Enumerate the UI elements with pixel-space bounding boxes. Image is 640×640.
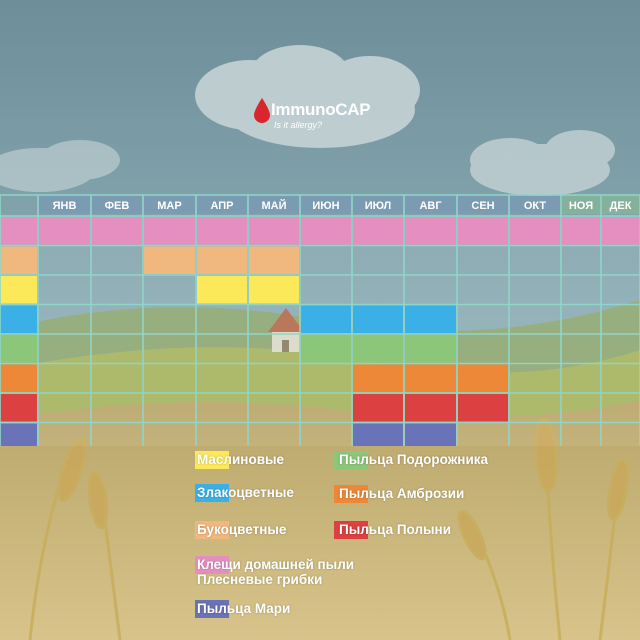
cell-mites_molds-m9 (458, 217, 508, 245)
month-header-cell (144, 195, 195, 214)
cell-mites_molds-m6 (301, 217, 351, 245)
cell-plantain-m7 (353, 335, 403, 363)
legend-swatch-rosaceae (195, 521, 229, 539)
legend-label-plantain: Пыльца Подорожника (339, 452, 489, 467)
month-label-8: АВГ (419, 200, 442, 212)
cell-wormwood-m9 (458, 394, 508, 422)
cell-mites_molds-m4 (197, 217, 247, 245)
cell-mites_molds-m2 (92, 217, 142, 245)
month-label-3: МАР (157, 200, 181, 212)
legend-swatch-olive (195, 451, 229, 469)
legend-label-wormwood: Пыльца Полыни (339, 522, 452, 537)
legend-swatch-grasses (195, 484, 229, 502)
logo-tagline: Is it allergy? (274, 120, 323, 130)
row-swatch-mites_molds (0, 217, 37, 245)
wheat-left (28, 437, 122, 640)
month-header-cell (353, 195, 403, 214)
month-header-cell (458, 195, 508, 214)
month-label-12: ДЕК (610, 200, 632, 212)
month-header-cell (301, 195, 351, 214)
month-header-cell (405, 195, 456, 214)
row-swatch-olive (0, 276, 37, 304)
legend-label-mites: Клещи домашней пыли (197, 557, 355, 572)
legend-swatch-plantain (334, 451, 368, 469)
cell-grasses-m8 (405, 305, 456, 333)
cell-ragweed-m8 (405, 364, 456, 392)
cloud-left (0, 140, 120, 192)
cell-plantain-m6 (301, 335, 351, 363)
month-header-cell (92, 195, 142, 214)
wheat-right (457, 417, 629, 640)
month-header-cell (249, 195, 299, 214)
row-swatch-rosaceae (0, 246, 37, 274)
farmhouse (268, 308, 304, 352)
cloud-center (195, 45, 420, 148)
month-label-5: МАЙ (261, 199, 286, 212)
month-header-cell (562, 195, 600, 214)
cell-chenopodium-m7 (353, 423, 403, 446)
row-swatch-wormwood (0, 394, 37, 422)
cell-olive-m5 (249, 276, 299, 304)
logo-brand: ImmunoCAP (271, 100, 371, 119)
cell-grasses-m6 (301, 305, 351, 333)
legend-label-grasses: Злакоцветные (197, 485, 294, 500)
cell-mites_molds-m7 (353, 217, 403, 245)
month-label-6: ИЮН (312, 200, 339, 212)
cell-mites_molds-m12 (602, 217, 639, 245)
immunocap-logo: ImmunoCAP Is it allergy? (254, 96, 384, 136)
blood-drop-icon (254, 98, 270, 123)
pollen-calendar: ЯНВ ФЕВ МАР АПР МАЙ ИЮН ИЮЛ АВГ СЕН ОКТ НОЯ ДЕК (0, 194, 640, 446)
month-header-cell (39, 195, 90, 214)
cell-plantain-m8 (405, 335, 456, 363)
month-header-cell (510, 195, 560, 214)
month-label-7: ИЮЛ (365, 200, 392, 212)
month-header-cell (197, 195, 247, 214)
month-label-10: ОКТ (524, 200, 547, 212)
legend-label-molds: Плесневые грибки (197, 572, 323, 587)
row-swatch-chenopodium (0, 423, 37, 446)
cell-mites_molds-m11 (562, 217, 600, 245)
cell-mites_molds-m5 (249, 217, 299, 245)
month-label-9: СЕН (471, 200, 494, 212)
legend-swatch-chenopodium (195, 600, 229, 618)
cell-mites_molds-m3 (144, 217, 195, 245)
month-label-2: ФЕВ (105, 200, 130, 212)
row-swatch-grasses (0, 305, 37, 333)
cell-rosaceae-m4 (197, 246, 247, 274)
cell-rosaceae-m5 (249, 246, 299, 274)
cell-chenopodium-m8 (405, 423, 456, 446)
row-swatch-ragweed (0, 364, 37, 392)
legend-label-rosaceae: Букоцветные (197, 522, 287, 537)
legend-label-olive: Маслиновые (197, 452, 285, 467)
legend-swatch-ragweed (334, 485, 368, 503)
cell-ragweed-m7 (353, 364, 403, 392)
month-label-11: НОЯ (569, 200, 593, 212)
cell-wormwood-m8 (405, 394, 456, 422)
row-swatch-plantain (0, 335, 37, 363)
legend-swatch-mites (195, 556, 229, 574)
legend-label-chenopodium: Пыльца Мари (197, 601, 291, 616)
cell-ragweed-m9 (458, 364, 508, 392)
cloud-right (470, 130, 615, 196)
legend-label-ragweed: Пыльца Амброзии (339, 486, 465, 501)
month-label-4: АПР (210, 200, 233, 212)
cell-wormwood-m7 (353, 394, 403, 422)
cell-mites_molds-m1 (39, 217, 90, 245)
cell-mites_molds-m8 (405, 217, 456, 245)
month-label-1: ЯНВ (53, 200, 77, 212)
cell-mites_molds-m10 (510, 217, 560, 245)
cell-grasses-m7 (353, 305, 403, 333)
legend-swatch-wormwood (334, 521, 368, 539)
cell-olive-m4 (197, 276, 247, 304)
cell-rosaceae-m3 (144, 246, 195, 274)
month-header-cell (602, 195, 639, 214)
